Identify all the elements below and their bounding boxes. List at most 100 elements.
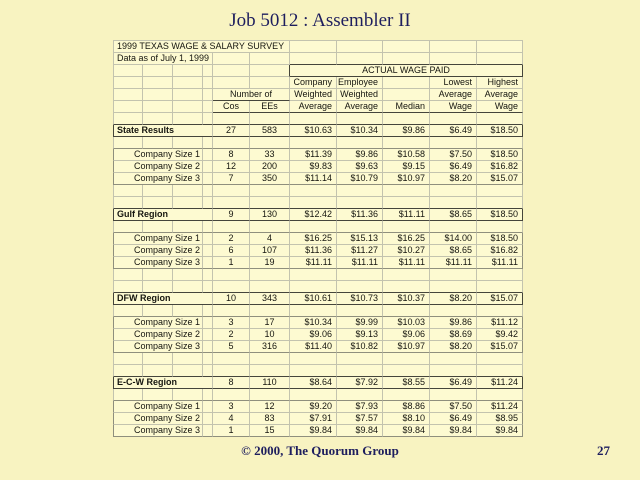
wage-value: $9.84 (477, 425, 523, 437)
cos-value: 1 (213, 257, 250, 269)
wage-value: $7.92 (337, 377, 383, 389)
company-size-row: Company Size 1 8 33 $11.39 $9.86 $10.58 … (113, 149, 523, 161)
spacer-row (113, 137, 523, 149)
wage-value: $11.24 (477, 377, 523, 389)
section-header-row-dfw: DFW Region 10 343 $10.61 $10.73 $10.37 $… (113, 293, 523, 305)
cos-value: 3 (213, 317, 250, 329)
wage-value: $10.61 (290, 293, 337, 305)
wage-value: $9.84 (430, 425, 477, 437)
wage-value: $10.79 (337, 173, 383, 185)
cos-value: 8 (213, 377, 250, 389)
company-size-label: Company Size 3 (113, 257, 203, 269)
ees-value: 83 (250, 413, 290, 425)
company-size-row: Company Size 2 12 200 $9.83 $9.63 $9.15 … (113, 161, 523, 173)
company-size-label: Company Size 3 (113, 425, 203, 437)
col-header-average-highest: Average (477, 89, 523, 101)
survey-title-cell: 1999 TEXAS WAGE & SALARY SURVEY (113, 40, 290, 53)
cos-value: 4 (213, 413, 250, 425)
spacer-row (113, 221, 523, 233)
wage-value: $10.34 (290, 317, 337, 329)
company-size-row: Company Size 2 6 107 $11.36 $11.27 $10.2… (113, 245, 523, 257)
company-size-label: Company Size 2 (113, 161, 203, 173)
col-header-company: Company (290, 77, 337, 89)
cos-value: 8 (213, 149, 250, 161)
section-name: State Results (113, 125, 213, 137)
col-header-wage-2: Wage (477, 101, 523, 113)
wage-value: $6.49 (430, 125, 477, 137)
company-size-label: Company Size 2 (113, 245, 203, 257)
wage-value: $18.50 (477, 209, 523, 221)
wage-value: $10.73 (337, 293, 383, 305)
wage-value: $11.24 (477, 401, 523, 413)
wage-value: $7.50 (430, 149, 477, 161)
company-size-row: Company Size 1 3 17 $10.34 $9.99 $10.03 … (113, 317, 523, 329)
company-size-label: Company Size 2 (113, 413, 203, 425)
section-name: Gulf Region (113, 209, 213, 221)
actual-wage-paid-header: ACTUAL WAGE PAID (290, 65, 523, 77)
wage-value: $8.10 (383, 413, 430, 425)
wage-value: $10.63 (290, 125, 337, 137)
page-number: 27 (597, 443, 610, 458)
wage-value: $7.50 (430, 401, 477, 413)
wage-value: $8.20 (430, 173, 477, 185)
wage-value: $11.40 (290, 341, 337, 353)
column-header-row-3: Cos EEs Average Average Median Wage Wage (113, 101, 523, 113)
wage-value: $15.07 (477, 173, 523, 185)
ees-value: 19 (250, 257, 290, 269)
col-header-average-2: Average (337, 101, 383, 113)
wage-value: $9.84 (290, 425, 337, 437)
wage-value: $6.49 (430, 413, 477, 425)
wage-value: $8.95 (477, 413, 523, 425)
wage-value: $11.36 (337, 209, 383, 221)
wage-value: $11.11 (337, 257, 383, 269)
ees-value: 350 (250, 173, 290, 185)
wage-value: $8.65 (430, 245, 477, 257)
column-header-row-2: Number of Weighted Weighted Average Aver… (113, 89, 523, 101)
cos-value: 2 (213, 329, 250, 341)
col-header-lowest: Lowest (430, 77, 477, 89)
ees-value: 12 (250, 401, 290, 413)
company-size-label: Company Size 3 (113, 341, 203, 353)
ees-value: 130 (250, 209, 290, 221)
data-as-of-cell: Data as of July 1, 1999 (113, 53, 213, 65)
wage-value: $7.57 (337, 413, 383, 425)
cos-value: 3 (213, 401, 250, 413)
spacer-row (113, 365, 523, 377)
wage-value: $18.50 (477, 233, 523, 245)
section-header-row-gulf: Gulf Region 9 130 $12.42 $11.36 $11.11 $… (113, 209, 523, 221)
col-header-median: Median (383, 101, 430, 113)
wage-value: $16.82 (477, 161, 523, 173)
wage-value: $9.86 (337, 149, 383, 161)
ees-value: 17 (250, 317, 290, 329)
company-size-row: Company Size 2 2 10 $9.06 $9.13 $9.06 $8… (113, 329, 523, 341)
company-size-row: Company Size 3 5 316 $11.40 $10.82 $10.9… (113, 341, 523, 353)
spacer-row (113, 185, 523, 197)
cos-value: 1 (213, 425, 250, 437)
section-header-row-state: State Results 27 583 $10.63 $10.34 $9.86… (113, 125, 523, 137)
ees-value: 4 (250, 233, 290, 245)
wage-value: $9.84 (383, 425, 430, 437)
wage-value: $10.34 (337, 125, 383, 137)
wage-value: $9.84 (337, 425, 383, 437)
cos-value: 12 (213, 161, 250, 173)
cos-value: 2 (213, 233, 250, 245)
wage-value: $9.15 (383, 161, 430, 173)
company-size-row: Company Size 2 4 83 $7.91 $7.57 $8.10 $6… (113, 413, 523, 425)
col-header-average-1: Average (290, 101, 337, 113)
spacer-row (113, 197, 523, 209)
wage-value: $8.20 (430, 341, 477, 353)
wage-value: $10.58 (383, 149, 430, 161)
col-header-employee: Employee (337, 77, 383, 89)
wage-value: $11.27 (337, 245, 383, 257)
ees-value: 33 (250, 149, 290, 161)
company-size-label: Company Size 1 (113, 317, 203, 329)
wage-value: $15.07 (477, 293, 523, 305)
wage-value: $9.86 (383, 125, 430, 137)
ees-value: 10 (250, 329, 290, 341)
cos-value: 6 (213, 245, 250, 257)
spacer-row (113, 305, 523, 317)
wage-value: $16.25 (383, 233, 430, 245)
col-header-wage-1: Wage (430, 101, 477, 113)
section-name: E-C-W Region (113, 377, 213, 389)
